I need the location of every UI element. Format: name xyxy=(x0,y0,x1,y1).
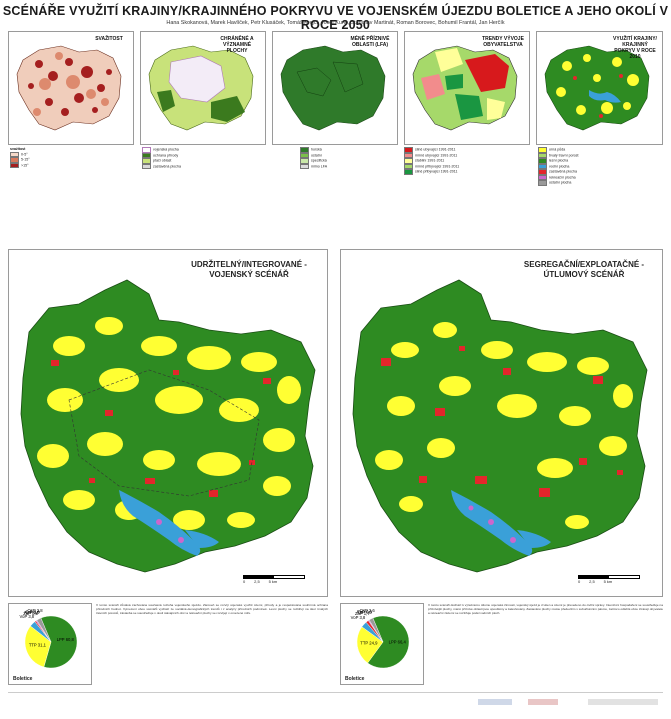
text-segregation: V tomto scénáři dochází k výraznému útlu… xyxy=(428,603,663,615)
pie-label-orp: OrP 0,0 xyxy=(25,609,40,614)
pie-name: Boletice xyxy=(13,676,33,682)
big-map-sustainable: UDRŽITELNÝ/INTEGROVANÉ - VOJENSKÝ SCÉNÁŘ xyxy=(8,249,328,597)
legend-lfa: horská ostatní specifická mimo LFA xyxy=(300,147,360,169)
legend-item: 0-5° xyxy=(10,151,70,158)
legend-slope: svažitost 0-5° 5-15° >15° xyxy=(10,147,70,169)
small-map-title: CHRÁNĚNÉ A VÝZNAMNÉ PLOCHY xyxy=(220,36,254,54)
legend-item: zastavěná plocha xyxy=(142,163,266,169)
legend-item: mírně ubývající 1991-2011 xyxy=(404,152,530,158)
pie-slice-ttp xyxy=(24,625,52,668)
big-map-segregation: SEGREGAČNÍ/EXPLOATAČNÉ - ÚTLUMOVÝ SCÉNÁŘ… xyxy=(340,249,663,597)
legend-item: ostatní xyxy=(300,152,360,158)
legend-item: mimo LFA xyxy=(300,163,360,169)
small-map-lfa: MÉNĚ PŘÍZNIVÉ OBLASTI (LFA) xyxy=(272,31,398,145)
pie-label-lpp: LPP 60,8 xyxy=(57,637,75,642)
legend-item: ostatní plocha xyxy=(538,180,663,186)
population-map xyxy=(412,45,518,131)
small-map-slope: SVAŽITOST xyxy=(8,31,134,145)
scale-bar: 0 2,5 5 km xyxy=(243,575,305,584)
legend-item: ptačí oblast xyxy=(142,158,266,164)
page-title: SCÉNÁŘE VYUŽITÍ KRAJINY/KRAJINNÉHO POKRY… xyxy=(2,4,669,32)
legend-item: stabilní 1991-2011 xyxy=(404,158,530,164)
big-map-title: UDRŽITELNÝ/INTEGROVANÉ - VOJENSKÝ SCÉNÁŘ xyxy=(191,260,307,279)
logo-icon xyxy=(528,699,558,705)
pie-slice-lpp xyxy=(367,615,410,669)
sustainable-map xyxy=(20,279,316,573)
pie-panel-2: LPP 66,4 TTP 24,9 VoP 3,8 ZaP 1,7 ReP 0,6 OrP… xyxy=(340,603,424,685)
pie-label-ttp: TTP 24,9 xyxy=(360,640,378,645)
legend-item: mírně přibývající 1991-2011 xyxy=(404,163,530,169)
authors: Hana Skokanová, Marek Havlíček, Petr Klu… xyxy=(166,20,505,26)
legend-item: silně ubývající 1991-2011 xyxy=(404,147,530,153)
legend-item: specifická xyxy=(300,158,360,164)
small-map-protected: CHRÁNĚNÉ A VÝZNAMNÉ PLOCHY xyxy=(140,31,266,145)
pie-label-osp: OsP 2,8 xyxy=(28,608,44,613)
legend-item: horská xyxy=(300,147,360,153)
protected-map xyxy=(148,45,254,131)
pie-slice-osp xyxy=(36,617,52,643)
small-map-population: TRENDY VÝVOJE OBYVATELSTVA xyxy=(404,31,530,145)
landuse-2010-map xyxy=(544,45,650,131)
pie-label-osp: OsP 2,6 xyxy=(360,608,376,613)
legend-item: silně přibývající 1991-2011 xyxy=(404,169,530,175)
pie-name: Boletice xyxy=(345,676,365,682)
legend-item: >15° xyxy=(10,162,70,169)
pie-label-vop: VoP 3,8 xyxy=(351,615,366,620)
pie-label-zap: ZaP 0,8 xyxy=(23,611,38,616)
segregation-map xyxy=(352,279,648,573)
pie-label-ttp: TTP 31,1 xyxy=(29,642,47,647)
legend-item: vodní plocha xyxy=(538,163,663,169)
pie-label-vop: VoP 3,8 xyxy=(20,614,35,619)
logo-icon xyxy=(478,699,512,705)
pie-label-orp: OrP 0,0 xyxy=(358,609,373,614)
legend-item: rekreační plocha xyxy=(538,174,663,180)
small-map-title: MÉNĚ PŘÍZNIVÉ OBLASTI (LFA) xyxy=(350,36,390,48)
small-map-title: TRENDY VÝVOJE OBYVATELSTVA xyxy=(482,36,524,48)
pie-slice-ttp xyxy=(356,626,384,664)
legend-landuse: orná půda trvalý travní porost lesní plo… xyxy=(538,147,663,186)
legend-item: trvalý travní porost xyxy=(538,152,663,158)
scale-bar: 0 2,5 5 km xyxy=(578,575,640,584)
lfa-map xyxy=(280,45,386,131)
legend-item: lesní plocha xyxy=(538,158,663,164)
legend-title: svažitost xyxy=(10,147,26,151)
footer xyxy=(8,692,663,713)
pie-label-rep: ReP 0,6 xyxy=(357,610,373,615)
pie-label-zap: ZaP 1,7 xyxy=(355,611,370,616)
small-map-title: VYUŽITÍ KRAJINY/ KRAJINNÝ POKRYV V ROCE … xyxy=(613,36,657,60)
legend-item: 5-15° xyxy=(10,157,70,163)
pie-slice-osp xyxy=(368,617,384,643)
slope-map xyxy=(16,45,122,131)
pie-label-lpp: LPP 66,4 xyxy=(389,640,407,645)
legend-item: orná půda xyxy=(538,147,663,153)
pie-label-rep: ReP 0,7 xyxy=(24,610,40,615)
pie-slice-lpp xyxy=(40,615,78,669)
small-map-landuse-2010: VYUŽITÍ KRAJINY/ KRAJINNÝ POKRYV V ROCE … xyxy=(536,31,663,145)
text-sustainable: V tomto scénáři zůstává zachována součas… xyxy=(96,603,328,615)
legend-item: vojenská plocha xyxy=(142,147,266,153)
legend-item: zastavěná plocha xyxy=(538,169,663,175)
legend-protected: vojenská plocha ochrana přírody ptačí ob… xyxy=(142,147,266,169)
small-map-title: SVAŽITOST xyxy=(95,36,123,42)
pie-panel-1: LPP 60,8 TTP 31,1 VoP 3,8 ZaP 0,8 ReP 0,7 OrP… xyxy=(8,603,92,685)
legend-population: silně ubývající 1991-2011 mírně ubývajíc… xyxy=(404,147,530,175)
logo-icon xyxy=(588,699,658,705)
legend-item: ochrana přírody xyxy=(142,152,266,158)
big-map-title: SEGREGAČNÍ/EXPLOATAČNÉ - ÚTLUMOVÝ SCÉNÁŘ xyxy=(523,260,645,279)
